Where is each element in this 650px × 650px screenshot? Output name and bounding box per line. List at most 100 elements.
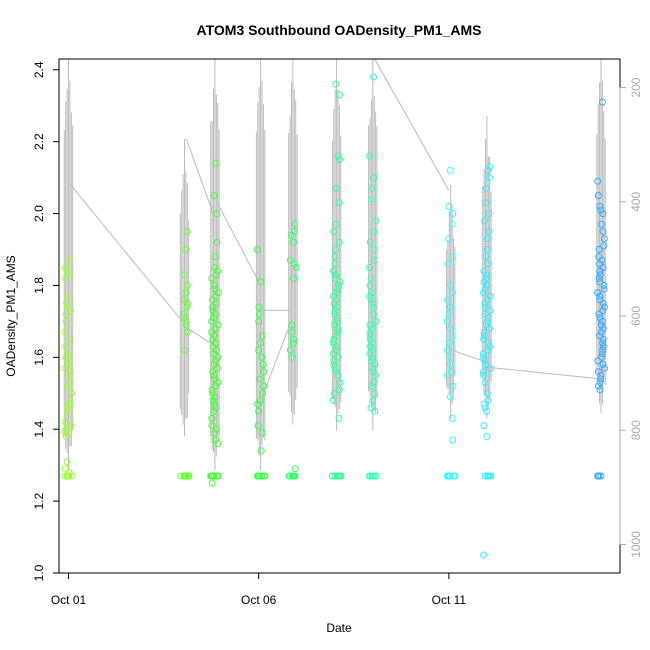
x-tick-label: Oct 06 [241, 593, 277, 607]
data-point [210, 371, 218, 379]
data-point [209, 343, 217, 351]
data-point [62, 418, 69, 426]
data-point [260, 382, 268, 390]
data-point [446, 393, 454, 401]
data-point [600, 235, 608, 243]
data-point [484, 317, 492, 325]
data-point [213, 271, 220, 279]
data-point [335, 414, 343, 422]
data-point [597, 321, 605, 329]
data-point [484, 260, 492, 268]
fill-value-point [286, 472, 294, 480]
fill-value-point [181, 472, 189, 480]
data-point [63, 299, 71, 307]
data-point [597, 206, 605, 214]
data-point [334, 371, 342, 379]
data-point [214, 289, 222, 297]
data-point [594, 192, 602, 200]
data-points-layer [61, 73, 608, 559]
data-point [594, 177, 602, 185]
data-point [370, 174, 378, 182]
data-point [596, 278, 604, 286]
data-point [443, 371, 451, 379]
data-point [329, 397, 337, 404]
data-point [292, 264, 300, 271]
data-point [483, 407, 491, 415]
data-point [210, 407, 218, 415]
data-point [332, 184, 340, 192]
data-point [444, 346, 451, 354]
data-point [486, 174, 493, 182]
data-point [63, 267, 71, 275]
data-point [333, 343, 341, 351]
data-point [449, 382, 457, 390]
data-point [212, 357, 220, 365]
data-point [64, 350, 72, 358]
data-point [291, 465, 299, 473]
data-point [366, 332, 374, 340]
data-point [335, 238, 343, 246]
fill-value-point [331, 472, 339, 480]
data-point [483, 389, 491, 397]
data-point [485, 325, 493, 333]
fill-value-point [372, 472, 380, 480]
data-point [595, 253, 603, 261]
data-point [600, 364, 608, 372]
data-point [595, 246, 603, 253]
data-point [371, 389, 378, 397]
fill-value-point [210, 472, 218, 480]
y-tick-label: 2.4 [32, 61, 46, 78]
data-point [208, 274, 216, 282]
data-point [372, 217, 380, 225]
fill-value-point [333, 472, 341, 480]
data-point [368, 353, 376, 361]
data-point [210, 350, 218, 358]
data-point [366, 328, 374, 336]
data-point [210, 281, 218, 289]
altitude-transit-line [452, 349, 486, 363]
data-point [330, 389, 338, 397]
data-point [369, 397, 376, 404]
data-point [208, 422, 216, 430]
fill-value-point [290, 472, 298, 480]
data-point [485, 228, 493, 235]
right-tick-label: 200 [629, 77, 643, 97]
bottom-axis: Oct 01 Oct 06 Oct 11 [51, 572, 466, 607]
data-point [330, 299, 338, 307]
data-point [208, 414, 216, 422]
data-point [208, 317, 216, 325]
data-point [368, 289, 376, 297]
data-point [484, 397, 492, 404]
data-point [65, 256, 72, 264]
data-point [369, 364, 376, 372]
data-point [211, 310, 219, 318]
data-point [214, 353, 222, 361]
data-point [65, 335, 73, 343]
data-point [444, 296, 452, 304]
data-point [596, 267, 604, 275]
fill-value-point [254, 472, 261, 480]
data-point [480, 551, 488, 559]
data-point [333, 317, 341, 325]
data-point [68, 389, 75, 397]
data-point [486, 364, 494, 372]
data-point [258, 332, 266, 340]
data-point [443, 317, 451, 325]
data-point [336, 91, 344, 99]
data-point [480, 332, 488, 340]
data-point [209, 303, 217, 311]
data-point [259, 361, 267, 368]
data-point [331, 310, 339, 318]
data-point [600, 285, 608, 293]
data-point [367, 274, 375, 282]
fill-value-point [260, 472, 268, 480]
data-point [481, 404, 489, 412]
data-point [255, 317, 263, 325]
data-point [259, 389, 267, 397]
data-point [333, 314, 341, 322]
data-point [445, 310, 453, 318]
fill-value-point [258, 472, 266, 480]
data-point [481, 299, 489, 307]
data-point [212, 299, 220, 307]
data-point [333, 285, 341, 293]
